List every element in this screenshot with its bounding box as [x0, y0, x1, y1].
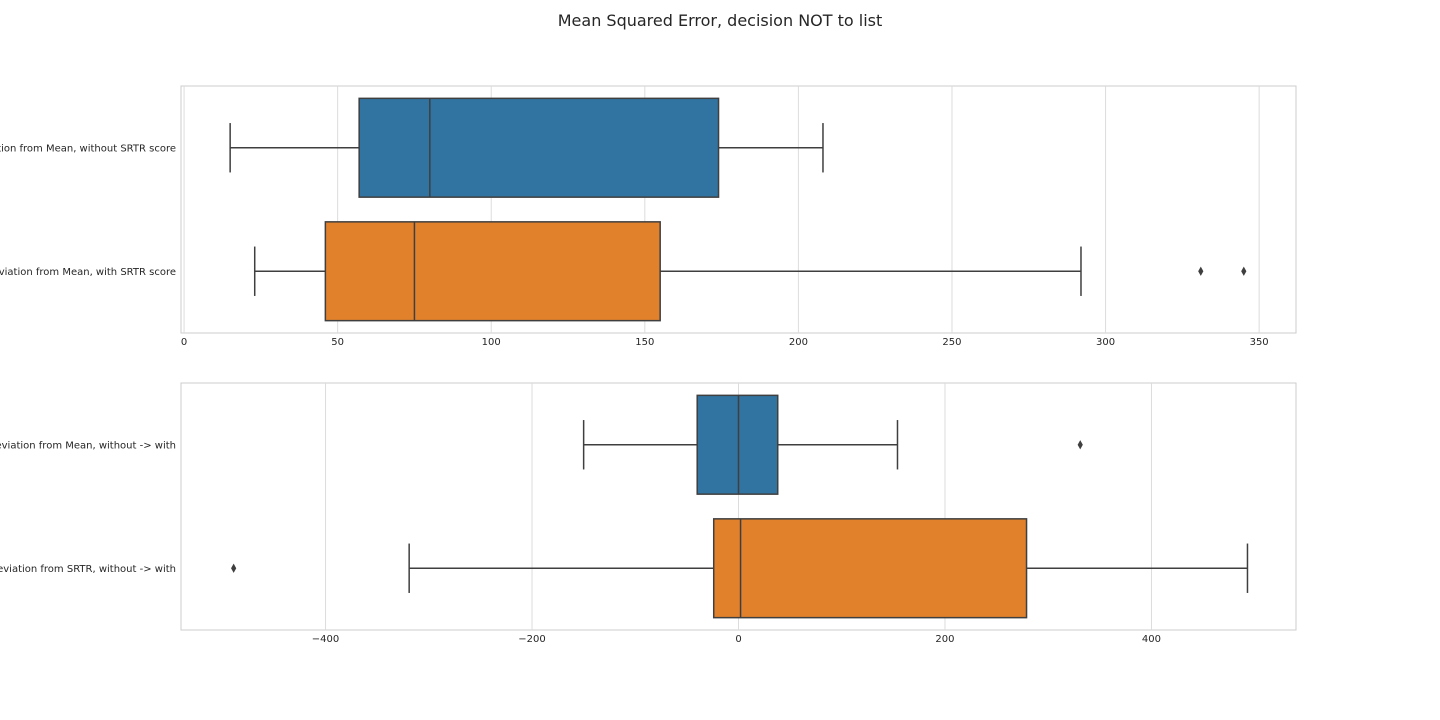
outlier-point — [231, 563, 237, 573]
category-label: Deviation from Mean, with SRTR score — [0, 267, 176, 278]
figure-title: Mean Squared Error, decision NOT to list — [558, 11, 883, 30]
x-tick-label: 100 — [482, 337, 501, 348]
category-label: in Deviation from Mean, without -> with — [0, 440, 176, 451]
iqr-box — [712, 518, 1028, 619]
outlier-point — [1241, 266, 1247, 276]
x-tick-label: −400 — [312, 634, 339, 645]
boxplot-panel-bottom: −400 −200 0 200 400 in Deviation from Mean, w… — [0, 382, 1297, 645]
category-label: Deviation from Mean, without SRTR score — [0, 143, 176, 154]
box-bottom-1 — [231, 518, 1249, 619]
iqr-box — [358, 97, 720, 198]
x-tick-label: 150 — [635, 337, 654, 348]
outlier-point — [1198, 266, 1204, 276]
x-tick-label: 200 — [935, 634, 954, 645]
x-tick-label: 50 — [331, 337, 344, 348]
x-tick-label: 400 — [1142, 634, 1161, 645]
boxplot-panel-top: 0 50 100 150 200 250 300 350 Deviation from Mean… — [0, 85, 1297, 348]
x-tick-label: 200 — [789, 337, 808, 348]
x-tick-label: −200 — [518, 634, 545, 645]
box-top-1 — [253, 221, 1247, 322]
x-tick-label: 0 — [735, 634, 741, 645]
x-tick-label: 350 — [1250, 337, 1269, 348]
box-top-0 — [229, 97, 824, 198]
x-tick-label: 0 — [181, 337, 187, 348]
iqr-box — [696, 394, 779, 495]
category-label: in Deviation from SRTR, without -> with — [0, 564, 176, 575]
box-bottom-0 — [582, 394, 1083, 495]
outlier-point — [1077, 440, 1083, 450]
x-tick-label: 250 — [942, 337, 961, 348]
iqr-box — [324, 221, 661, 322]
x-tick-label: 300 — [1096, 337, 1115, 348]
